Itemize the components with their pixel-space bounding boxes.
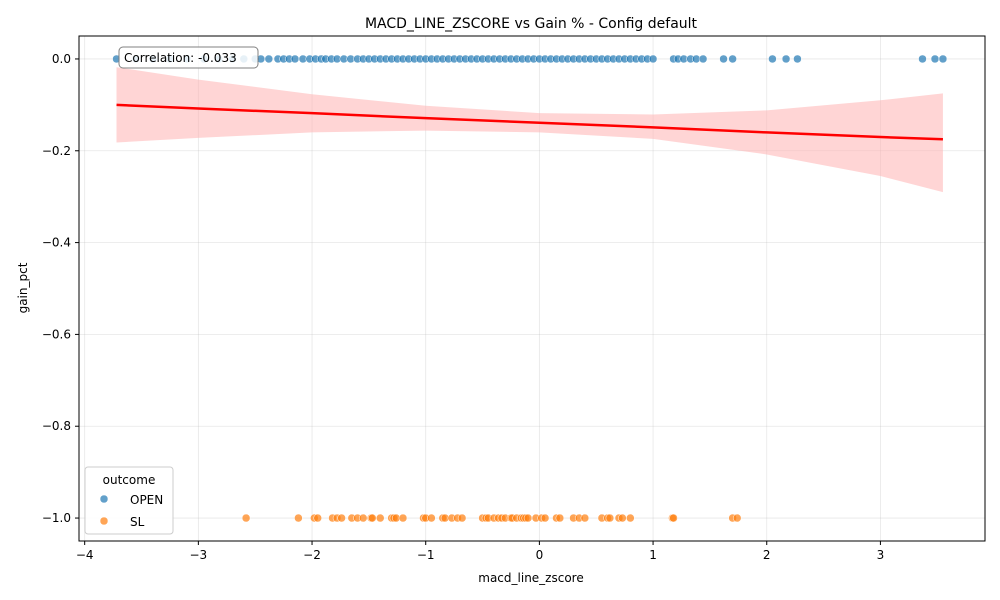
point-sl [375,513,385,523]
point-sl [427,513,436,523]
point-open [793,54,802,64]
point-sl [540,513,550,523]
point-open [781,54,791,64]
point-sl [605,513,615,523]
point-sl [523,513,533,523]
point-sl [368,513,377,523]
legend-label-sl: SL [130,515,145,529]
point-sl [669,513,678,523]
x-axis: −4 −3 −2 −1 0 1 2 3 [76,541,884,562]
point-open [719,54,728,64]
point-open [698,54,708,64]
point-sl [732,513,742,523]
point-open [768,54,777,64]
regression-line-path [116,103,943,141]
point-sl [618,513,627,523]
point-sl [337,513,346,523]
plot-frame [78,35,986,542]
y-tick-label: −0.2 [42,144,71,158]
y-tick-label: −1.0 [42,511,71,525]
x-axis-label: macd_line_zscore [478,571,583,585]
point-sl [313,513,322,523]
x-tick-label: −3 [190,548,208,562]
x-tick-label: 1 [649,548,657,562]
y-tick-label: 0.0 [52,52,71,66]
point-sl [398,513,408,523]
point-sl [358,513,368,523]
point-open [728,54,737,64]
y-axis: 0.0 −0.2 −0.4 −0.6 −0.8 −1.0 [42,52,79,525]
y-axis-label: gain_pct [16,262,30,313]
point-sl [457,513,467,523]
y-tick-label: −0.8 [42,419,71,433]
chart-title: MACD_LINE_ZSCORE vs Gain % - Config defa… [365,16,698,32]
point-open [938,54,948,64]
point-open [918,54,927,64]
x-tick-label: −1 [417,548,435,562]
point-sl [555,513,565,523]
x-tick-label: −4 [76,548,94,562]
point-sl [294,513,303,523]
correlation-annotation: Correlation: -0.033 [118,46,259,69]
confidence-band [116,67,943,193]
legend: outcome OPEN SL [84,466,174,535]
legend-label-open: OPEN [130,493,163,507]
regression-line [116,103,943,141]
data-points [112,54,948,523]
point-open [930,54,940,64]
point-sl [241,513,251,523]
annotation-box [118,46,259,69]
confidence-band-area [116,67,943,193]
y-tick-label: −0.4 [42,236,71,250]
point-sl [580,513,590,523]
x-tick-label: 2 [763,548,771,562]
point-open [264,54,274,64]
point-open [290,54,300,64]
x-tick-label: −2 [303,548,321,562]
point-sl [626,513,635,523]
legend-swatch-open [99,494,109,504]
x-tick-label: 3 [877,548,885,562]
point-open [648,54,658,64]
y-tick-label: −0.6 [42,327,71,341]
legend-swatch-sl [99,516,109,526]
legend-title: outcome [103,473,156,487]
x-tick-label: 0 [536,548,544,562]
annotation-text: Correlation: -0.033 [124,51,237,65]
legend-box [84,466,174,535]
